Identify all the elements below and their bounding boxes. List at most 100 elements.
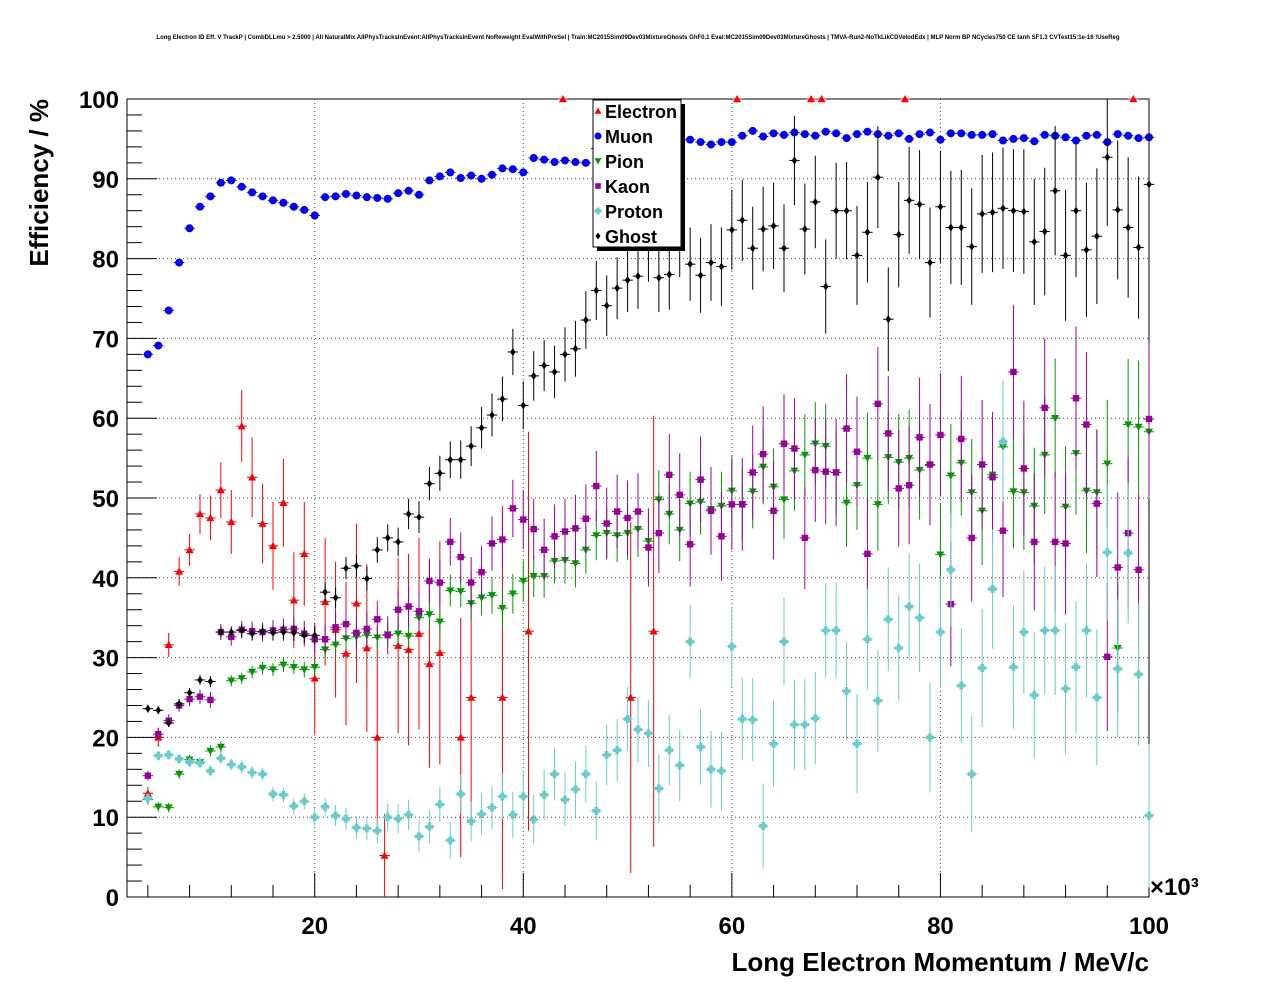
ghost-point [186,688,193,697]
kaon-point [666,471,673,479]
muon-point [696,138,705,147]
proton-point [342,814,350,823]
muon-point [561,156,569,165]
kaon-point [1145,415,1153,423]
muon-point [1030,137,1039,146]
electron-point [435,648,444,657]
ghost-point [614,284,620,293]
ghost-point [218,628,224,637]
kaon-point [1062,540,1069,547]
legend-label-proton: Proton [605,202,663,222]
electron-point [237,422,246,430]
pion-point [571,560,580,568]
muon-point [279,198,288,207]
kaon-point [780,440,788,447]
y-tick-label: 50 [92,486,119,513]
kaon-point [186,695,193,703]
muon-point [581,158,590,167]
ghost-point [291,628,297,637]
kaon-point [478,569,485,576]
muon-point [926,128,934,137]
muon-point [143,350,152,359]
muon-point [832,129,841,138]
pion-point [289,663,298,672]
kaon-point [447,538,454,546]
electron-point [558,95,567,103]
ghost-point [176,699,182,708]
muon-point [446,168,455,177]
proton-point [780,637,788,646]
proton-point [634,725,642,734]
ghost-point [843,206,850,215]
pion-point [446,587,455,595]
electron-point [900,95,909,103]
y-tick-label: 70 [92,326,119,353]
ghost-point [781,244,787,253]
proton-point [1092,693,1101,702]
muon-point [946,129,955,138]
ghost-point [1125,223,1131,232]
kaon-point [374,616,381,623]
proton-point [790,720,799,729]
legend-marker-kaon [595,183,601,189]
proton-point [467,817,476,826]
proton-point [936,628,945,637]
proton-point [654,784,663,793]
proton-point [404,810,413,819]
muon-point [1019,134,1028,143]
pion-point [269,666,277,674]
pion-point [873,501,882,509]
ghost-point [906,196,912,205]
proton-point [800,720,809,729]
ghost-point [729,225,735,234]
proton-point [143,794,152,803]
kaon-point [864,550,871,558]
proton-point [821,626,830,635]
proton-point [237,762,246,771]
electron-point [248,473,257,481]
pion-point [456,588,465,596]
ghost-point [478,423,485,432]
proton-point [759,821,768,830]
kaon-point [843,425,850,432]
y-tick-label: 20 [92,725,119,752]
proton-point [175,754,184,763]
muon-point [1113,130,1122,139]
proton-point [415,832,423,841]
legend-entry-kaon: Kaon [595,177,650,197]
kaon-point [1104,653,1111,661]
muon-point [1072,136,1080,145]
ghost-point [457,455,464,464]
ghost-point [1094,232,1100,241]
x-axis-multiplier: ×10³ [1150,874,1199,901]
ghost-point [833,206,839,215]
muon-point [978,130,987,139]
muon-point [300,205,309,214]
muon-point [999,136,1007,145]
proton-point [926,733,934,742]
kaon-point [832,469,840,476]
kaon-point [801,534,809,542]
muon-point [477,174,486,183]
ghost-point [562,350,568,359]
proton-point [498,792,507,801]
ghost-point [1062,251,1069,260]
ghost-point [624,276,631,285]
kaon-point [1020,465,1028,472]
proton-point [665,746,674,755]
ghost-point [656,273,662,282]
muon-point [1124,131,1133,140]
ghost-point [437,469,443,478]
legend-entry-pion: Pion [594,152,644,172]
muon-point [310,211,319,220]
muon-point [321,193,330,202]
ghost-point [468,442,474,451]
kaon-point [978,461,986,468]
kaon-point [551,533,558,540]
muon-point [759,132,768,141]
ghost-point [384,533,391,542]
ghost-point [364,574,370,583]
ghost-point [979,209,985,218]
proton-point [644,729,653,738]
